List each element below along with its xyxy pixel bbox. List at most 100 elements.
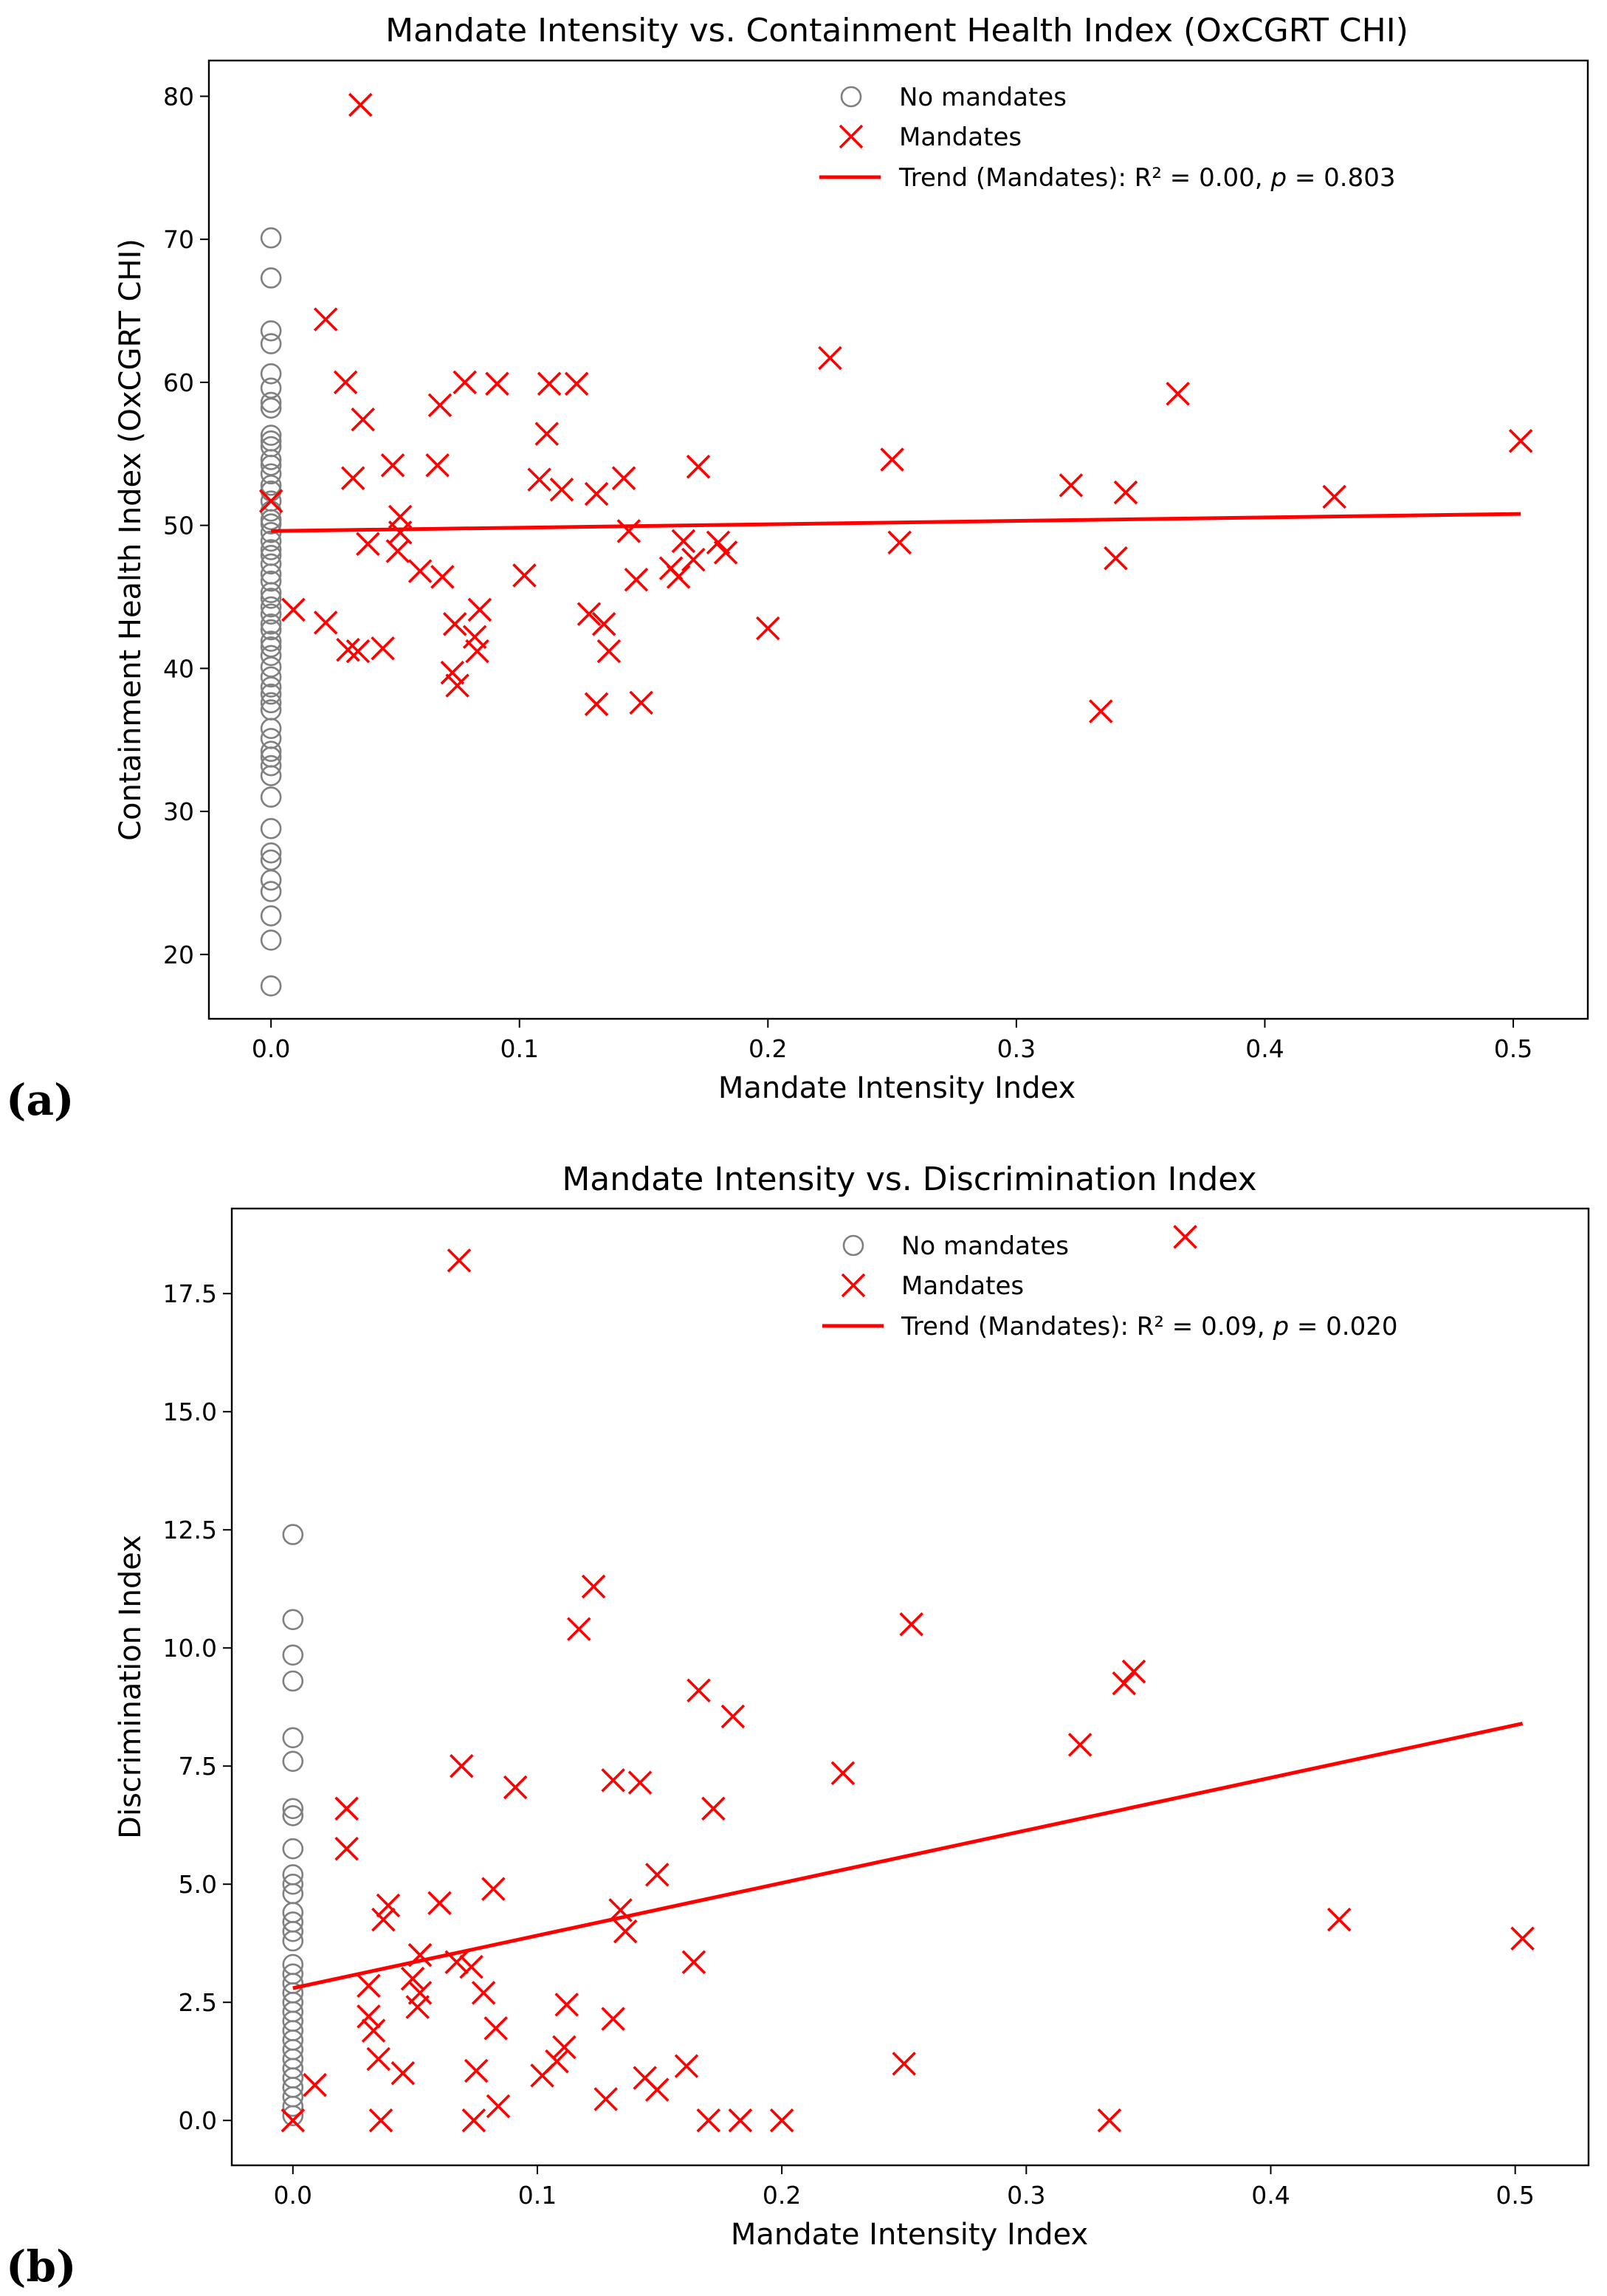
no-mandates-point (260, 740, 282, 763)
legend-mandates-label: Mandates (899, 123, 1022, 152)
mandates-point (601, 1768, 625, 1793)
mandates-point (465, 639, 489, 664)
mandates-point (1166, 382, 1190, 406)
mandates-point (366, 2046, 390, 2072)
no-mandates-point (260, 530, 282, 552)
no-mandates-point (282, 1727, 304, 1749)
mandates-point (445, 673, 469, 698)
mandates-point (340, 466, 365, 490)
mandates-point (348, 92, 373, 117)
no-mandates-point (260, 630, 282, 652)
x-tick-label: 0.0 (274, 2181, 312, 2210)
mandates-point (440, 660, 465, 685)
y-axis: 20 30 40 50 60 70 80 (163, 82, 209, 969)
mandates-point (444, 1950, 469, 1975)
mandates-point (564, 371, 589, 396)
no-mandates-point (260, 765, 282, 786)
no-mandates-point (260, 881, 282, 902)
panel-a: Mandate Intensity vs. Containment Health… (6, 12, 1589, 1125)
mandates-point (534, 422, 560, 446)
mandates-point (1097, 2108, 1122, 2133)
mandates-point (566, 1617, 591, 1641)
y-tick-label: 2.5 (179, 1988, 217, 2017)
mandates-point (880, 447, 904, 472)
mandates-point (459, 1954, 484, 1979)
mandates-point (427, 393, 452, 418)
no-mandates-point (260, 397, 282, 419)
no-mandates-point (260, 755, 282, 777)
no-mandates-point (260, 869, 282, 891)
mandates-point (552, 2035, 577, 2060)
mandates-point (512, 563, 537, 588)
mandates-point (769, 2108, 794, 2133)
y-tick-label: 30 (163, 797, 194, 826)
no-mandates-point (260, 425, 282, 446)
mandates-point (608, 1898, 633, 1922)
mandates-point (407, 1942, 433, 1967)
no-mandates-point (260, 362, 282, 385)
mandates-point (334, 1796, 359, 1821)
mandates-point (818, 346, 842, 371)
legend: No mandates Mandates Trend (Mandates): R… (819, 83, 1395, 193)
legend: No mandates Mandates Trend (Mandates): R… (822, 1231, 1397, 1341)
plot-area (258, 92, 1533, 997)
mandates-point (720, 1704, 746, 1729)
legend-mandates-marker (839, 124, 864, 149)
mandates-point (627, 1770, 653, 1795)
mandates-point (887, 530, 912, 555)
mandates-point (549, 477, 574, 502)
mandates-point (357, 1973, 381, 1998)
mandates-point (671, 529, 696, 554)
x-axis: 0.0 0.1 0.2 0.3 0.4 0.5 (252, 1019, 1532, 1063)
legend-trend-text: Trend (Mandates): R² = 0.09, (901, 1312, 1273, 1341)
no-mandates-point (282, 1873, 304, 1895)
plot-frame (230, 1207, 1590, 2167)
mandates-point (591, 612, 616, 636)
mandates-point (447, 1248, 472, 1273)
legend-mandates-label: Mandates (901, 1271, 1024, 1301)
mandates-point (1059, 473, 1084, 498)
mandates-point (681, 547, 706, 572)
no-mandates-point (260, 718, 282, 740)
mandates-point (442, 612, 467, 636)
mandates-point (1112, 1671, 1137, 1696)
mandates-point (830, 1761, 856, 1786)
no-mandates-point (260, 676, 282, 698)
panel-b: Mandate Intensity vs. Discrimination Ind… (6, 1161, 1590, 2292)
mandates-point (368, 2108, 393, 2133)
no-mandates-point (282, 1930, 304, 1952)
no-mandates-point (260, 333, 282, 354)
y-tick-label: 50 (163, 512, 194, 540)
panel-label-a: (a) (6, 1075, 74, 1125)
no-mandates-point (282, 2105, 304, 2127)
no-mandates-point (260, 619, 282, 641)
mandates-point (464, 2058, 489, 2083)
mandates-point (281, 2108, 306, 2133)
mandates-point (728, 2108, 753, 2133)
mandates-point (361, 2018, 386, 2043)
mandates-point (486, 2094, 511, 2119)
no-mandates-point (260, 449, 282, 470)
mandates-point (481, 1877, 506, 1901)
mandates-point (545, 2049, 569, 2074)
mandates-point (624, 567, 649, 592)
mandates-point (644, 1863, 670, 1887)
mandates-point (281, 597, 306, 622)
y-tick-label: 12.5 (163, 1516, 217, 1544)
no-mandates-point (260, 582, 282, 603)
mandates-point (696, 2108, 721, 2133)
plot-area (281, 1225, 1535, 2133)
mandates-point (706, 530, 731, 555)
mandates-point (450, 1753, 474, 1778)
mandates-point (1104, 546, 1128, 571)
no-mandates-point (260, 539, 282, 560)
no-mandates-point (260, 463, 282, 485)
mandates-point (388, 504, 413, 529)
x-tick-label: 0.0 (252, 1034, 290, 1063)
legend-no-mandates-label: No mandates (899, 83, 1067, 112)
no-mandates-point (260, 588, 282, 609)
mandates-point (425, 453, 450, 478)
mandates-point (485, 371, 509, 396)
y-axis-label: Containment Health Index (OxCGRT CHI) (114, 238, 148, 841)
mandates-point (596, 639, 622, 664)
